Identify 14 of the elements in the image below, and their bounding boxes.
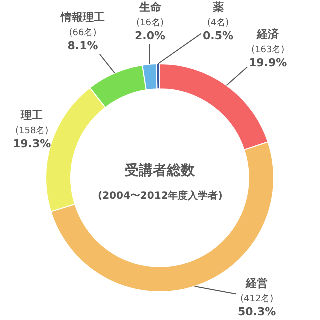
text: (2004〜2012年度入学者) [98, 190, 223, 202]
text: 受講者総数 [124, 162, 196, 179]
data-label: (163名) 19.9% [249, 44, 288, 70]
slice-label: 理工 [20, 109, 44, 122]
slice-label: 情報理工 [60, 11, 105, 24]
data-label: (412名) 50.3% [238, 293, 276, 319]
data-label: (158名) 19.3% [13, 125, 52, 151]
data-label: (16名) 2.0% [135, 17, 166, 43]
data-label: (66名) 8.1% [68, 27, 98, 53]
slice-label: 薬 [212, 1, 224, 14]
slice-label: 生命 [138, 1, 162, 14]
slice-label: 経営 [245, 277, 268, 290]
slice-label: 経済 [256, 28, 280, 41]
data-label: (4名) 0.5% [203, 17, 234, 43]
